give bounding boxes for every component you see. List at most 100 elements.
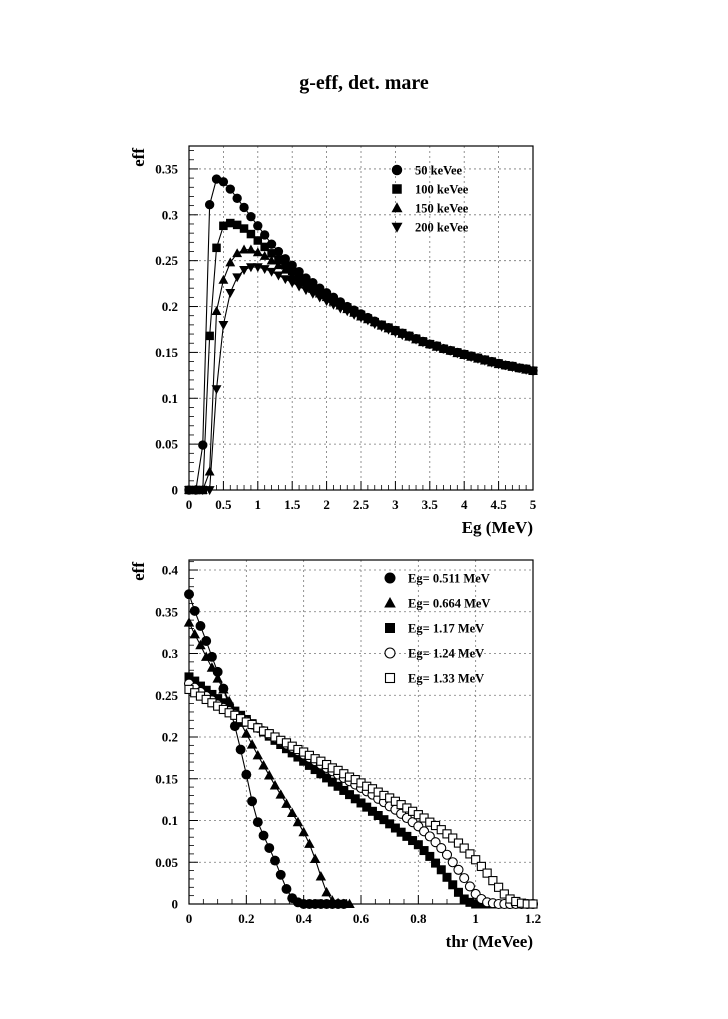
- data-point: [273, 260, 284, 270]
- data-point: [218, 274, 229, 284]
- data-point: [314, 293, 325, 303]
- data-point: [258, 830, 269, 841]
- x-tick-label: 2: [323, 497, 330, 512]
- data-point: [212, 243, 221, 253]
- data-point: [195, 681, 205, 691]
- data-point: [239, 202, 249, 213]
- y-tick-label: 0.15: [155, 771, 178, 786]
- data-point: [275, 789, 286, 799]
- data-point: [356, 798, 366, 808]
- data-point: [246, 229, 256, 239]
- data-point: [309, 853, 321, 863]
- data-point: [307, 289, 318, 299]
- data-point: [211, 306, 222, 315]
- data-point: [499, 889, 509, 899]
- data-point: [327, 777, 337, 787]
- y-tick-label: 0.25: [155, 253, 178, 268]
- data-point: [294, 274, 305, 284]
- data-point: [245, 263, 256, 273]
- data-point: [316, 769, 326, 779]
- data-point: [402, 831, 412, 841]
- y-tick-label: 0.15: [155, 345, 178, 360]
- x-tick-label: 0.4: [296, 911, 313, 926]
- y-tick-label: 0.35: [155, 161, 178, 176]
- y-tick-label: 0.3: [162, 207, 179, 222]
- x-tick-label: 0.5: [215, 497, 232, 512]
- data-point: [465, 849, 475, 859]
- series-line: [188, 594, 344, 905]
- legend-entry: Eg= 0.664 MeV: [408, 597, 490, 611]
- data-point: [197, 486, 208, 496]
- data-point: [267, 249, 276, 258]
- x-tick-label: 1: [472, 911, 479, 926]
- y-tick-label: 0.05: [155, 855, 178, 870]
- data-point: [184, 672, 194, 682]
- data-point: [304, 760, 314, 770]
- legend-marker: [384, 672, 396, 684]
- data-point: [239, 224, 249, 233]
- y-tick-label: 0.05: [155, 437, 178, 452]
- legend-marker: [391, 222, 403, 233]
- data-point: [189, 628, 200, 639]
- series-1: [183, 617, 355, 909]
- data-point: [247, 796, 258, 807]
- data-point: [205, 331, 214, 341]
- x-tick-label: 1: [255, 497, 262, 512]
- data-point: [411, 335, 421, 345]
- data-point: [459, 894, 469, 904]
- data-point: [273, 246, 284, 257]
- data-point: [266, 255, 277, 265]
- legend-entry: Eg= 1.17 MeV: [408, 622, 484, 636]
- x-tick-label: 0.2: [238, 911, 254, 926]
- data-point: [362, 802, 372, 812]
- data-point: [190, 486, 201, 496]
- data-point: [225, 184, 235, 194]
- data-point: [464, 881, 475, 892]
- data-point: [204, 200, 215, 210]
- data-point: [322, 773, 332, 783]
- data-point: [396, 827, 406, 837]
- data-point: [488, 876, 498, 886]
- data-point: [201, 685, 211, 695]
- data-point: [252, 247, 263, 257]
- data-point: [436, 843, 447, 854]
- x-tick-label: 5: [530, 497, 537, 512]
- y-axis-title: eff: [129, 562, 148, 581]
- data-point: [471, 899, 481, 909]
- data-point: [301, 286, 311, 296]
- data-point: [273, 271, 284, 281]
- data-point: [264, 843, 275, 854]
- data-point: [436, 865, 446, 875]
- data-point: [253, 221, 263, 231]
- data-point: [275, 869, 286, 880]
- legend-entry: 50 keVee: [415, 164, 463, 178]
- x-tick-label: 1.5: [284, 497, 301, 512]
- data-point: [201, 636, 212, 646]
- data-point: [447, 857, 458, 868]
- data-point: [264, 770, 275, 780]
- y-tick-label: 0.35: [155, 604, 178, 619]
- data-point: [281, 798, 292, 808]
- x-tick-label: 1.2: [525, 911, 541, 926]
- series-4: [184, 684, 538, 909]
- y-tick-label: 0.2: [162, 730, 178, 745]
- data-point: [528, 899, 538, 909]
- legend-marker: [392, 184, 402, 194]
- data-point: [342, 307, 353, 317]
- legend-entry: Eg= 1.33 MeV: [408, 672, 484, 686]
- data-point: [280, 264, 291, 274]
- data-point: [253, 236, 263, 245]
- y-tick-label: 0.1: [162, 813, 178, 828]
- y-tick-label: 0.4: [162, 563, 179, 578]
- data-point: [442, 872, 452, 882]
- legend-marker: [391, 202, 403, 213]
- data-point: [287, 270, 298, 280]
- data-point: [493, 360, 504, 370]
- data-point: [246, 211, 256, 222]
- data-point: [183, 617, 195, 627]
- data-point: [293, 752, 303, 762]
- data-point: [385, 819, 395, 829]
- data-point: [321, 297, 332, 307]
- data-point: [459, 873, 470, 884]
